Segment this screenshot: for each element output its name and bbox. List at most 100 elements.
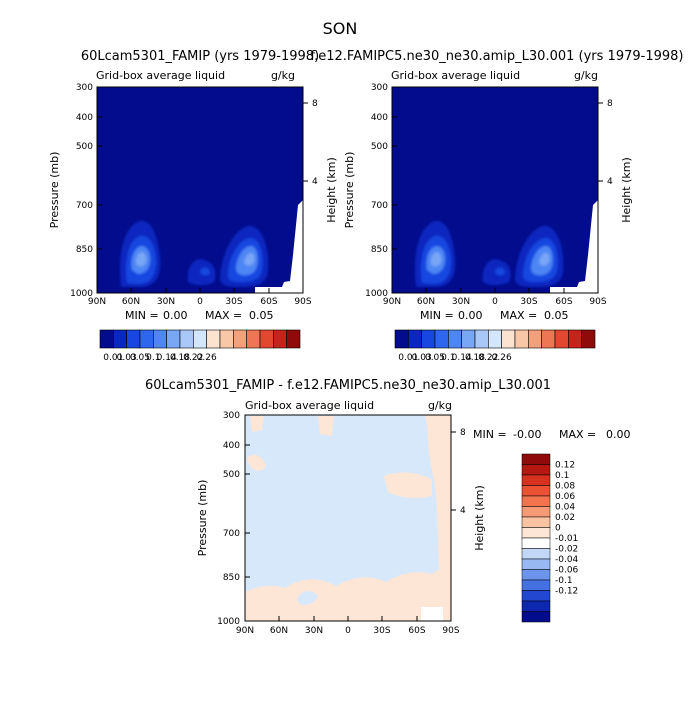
panel-1-nh-max [119, 220, 161, 287]
panel-2-height-tick-4: 4 [607, 177, 613, 187]
panel-3-colorbar: 0.120.10.080.060.040.020-0.01-0.02-0.04-… [521, 453, 579, 623]
panel-1-xtick-90s: 90S [294, 297, 311, 307]
panel-3-colorbar-label-3: 0.06 [555, 492, 575, 502]
panel-1-colorbar-label-6: 0.22 [183, 353, 203, 363]
panel-3-colorbar-swatch-1 [521, 464, 551, 476]
panel-3-colorbar-swatch-14 [521, 600, 551, 612]
panel-3-colorbar-label-12: -0.12 [555, 587, 578, 597]
panel-1-height-tick-4: 4 [312, 177, 318, 187]
panel-2-tropics-contour-2 [495, 267, 505, 276]
panel-1-y-ticks: 300 400 500 700 850 1000 [70, 83, 102, 299]
panel-1-height-tick-8: 8 [312, 99, 318, 109]
panel-2-min-label: MIN = [420, 309, 454, 322]
panel-1-variable-label: Grid-box average liquid [96, 69, 225, 82]
panel-1-colorbar-swatch-4 [153, 329, 167, 349]
panel-1-colorbar-swatch-6 [179, 329, 194, 349]
panel-1-colorbar-label-7: 0.26 [197, 353, 217, 363]
panel-3-ylabel: Pressure (mb) [196, 480, 209, 557]
panel-1-xtick-30n: 30N [157, 297, 175, 307]
panel-2-colorbar-swatch-6 [474, 329, 489, 349]
panel-2-ytick-850: 850 [371, 245, 388, 255]
panel-3-ylabel-right: Height (km) [473, 485, 486, 551]
panel-1-xtick-60n: 60N [122, 297, 140, 307]
panel-3-xtick-90s: 90S [442, 626, 459, 636]
panel-3-colorbar-label-2: 0.08 [555, 482, 575, 492]
panel-3-colorbar-label-4: 0.04 [555, 503, 575, 513]
panel-1-colorbar-label-5: 0.18 [170, 353, 190, 363]
season-title: SON [323, 19, 358, 38]
panel-2-colorbar-label-5: 0.18 [465, 353, 485, 363]
panel-1-plot [96, 86, 304, 294]
panel-3-colorbar-swatch-11 [521, 569, 551, 581]
panel-3-ytick-700: 700 [223, 529, 240, 539]
panel-1-colorbar-swatch-12 [259, 329, 274, 349]
panel-1-colorbar-swatch-13 [273, 329, 287, 349]
panel-2-ylabel: Pressure (mb) [343, 152, 356, 229]
panel-1-xtick-30s: 30S [225, 297, 242, 307]
panel-1-tropics [187, 259, 216, 285]
panel-3-colorbar-label-9: -0.04 [555, 555, 579, 565]
panel-1-colorbar-swatch-1 [113, 329, 127, 349]
panel-3-title: 60Lcam5301_FAMIP - f.e12.FAMIPC5.ne30_ne… [145, 378, 551, 393]
panel-1-ytick-300: 300 [76, 83, 93, 93]
panel-1-colorbar-label-1: 0.03 [117, 353, 137, 363]
panel-2-colorbar-swatch-0 [394, 329, 409, 349]
panel-3-height-tick-4: 4 [460, 506, 466, 516]
panel-3-colorbar-swatch-6 [521, 516, 551, 528]
panel-2-colorbar-label-2: 0.05 [425, 353, 445, 363]
panel-2-colorbar-label-3: 0.1 [441, 353, 455, 363]
panel-3-colorbar-swatch-5 [521, 506, 551, 518]
panel-2-colorbar-swatch-5 [461, 329, 476, 349]
panel-2-title: f.e12.FAMIPC5.ne30_ne30.amip_L30.001 (yr… [311, 49, 684, 64]
panel-2-colorbar-swatch-2 [421, 329, 436, 349]
panel-1-missing-surface [255, 87, 303, 293]
panel-2-xtick-60n: 60N [417, 297, 435, 307]
panel-2-colorbar-swatch-10 [528, 329, 542, 349]
panel-2-colorbar-swatch-3 [434, 329, 449, 349]
panel-3-positive-sh-column [425, 415, 451, 575]
panel-1-nh-contour-4 [135, 252, 147, 267]
panel-3-max-value: 0.00 [606, 428, 631, 441]
panel-3-xtick-60s: 60S [408, 626, 425, 636]
panel-2-tropics [482, 259, 511, 285]
panel-3-colorbar-swatch-3 [521, 485, 551, 497]
panel-1-xtick-60s: 60S [260, 297, 277, 307]
panel-3-colorbar-label-6: 0 [555, 524, 561, 534]
panel-3-missing-surface [421, 607, 443, 621]
panel-2-xtick-90s: 90S [589, 297, 606, 307]
panel-1-colorbar-swatch-11 [246, 329, 261, 349]
panel-1-colorbar-swatch-2 [126, 329, 141, 349]
panel-2-sh-max [515, 225, 564, 287]
panel-2-xtick-60s: 60S [555, 297, 572, 307]
panel-3-colorbar-swatch-0 [521, 453, 551, 465]
panel-3-colorbar-swatch-7 [521, 527, 551, 539]
panel-1-colorbar-swatch-9 [219, 329, 234, 349]
panel-3-units-label: g/kg [428, 399, 452, 412]
panel-3-colorbar-label-5: 0.02 [555, 513, 575, 523]
panel-3-xtick-30s: 30S [373, 626, 390, 636]
panel-3-positive-surface-band [245, 570, 451, 621]
panel-3-ytick-400: 400 [223, 441, 240, 451]
panel-1-colorbar-swatch-5 [166, 329, 181, 349]
panel-3-variable-label: Grid-box average liquid [245, 399, 374, 412]
panel-3-positive-midlevel-sh [384, 472, 432, 499]
panel-3-colorbar-swatch-2 [521, 474, 551, 486]
panel-3-colorbar-label-0: 0.12 [555, 461, 575, 471]
panel-2-variable-label: Grid-box average liquid [391, 69, 520, 82]
panel-2-nh-contour-4 [430, 252, 442, 267]
panel-2-xtick-90n: 90N [383, 297, 401, 307]
panel-3-colorbar-label-1: 0.1 [555, 471, 569, 481]
panel-2-missing-surface [550, 87, 598, 293]
panel-1-title: 60Lcam5301_FAMIP (yrs 1979-1998) [81, 49, 319, 64]
panel-3-x-ticks: 90N 60N 30N 0 30S 60S 90S [236, 616, 460, 636]
panel-2-colorbar-swatch-1 [408, 329, 422, 349]
panel-1-colorbar-label-0: 0.01 [103, 353, 123, 363]
panel-2-y-ticks: 300 400 500 700 850 1000 [365, 83, 397, 299]
panel-2-ytick-1000: 1000 [365, 289, 388, 299]
panel-3-ytick-300: 300 [223, 411, 240, 421]
panel-3-ytick-850: 850 [223, 573, 240, 583]
panel-1-x-ticks: 90N 60N 30N 0 30S 60S 90S [88, 288, 312, 307]
panel-1-colorbar-swatch-8 [206, 329, 221, 349]
panel-3-colorbar-label-7: -0.01 [555, 534, 578, 544]
